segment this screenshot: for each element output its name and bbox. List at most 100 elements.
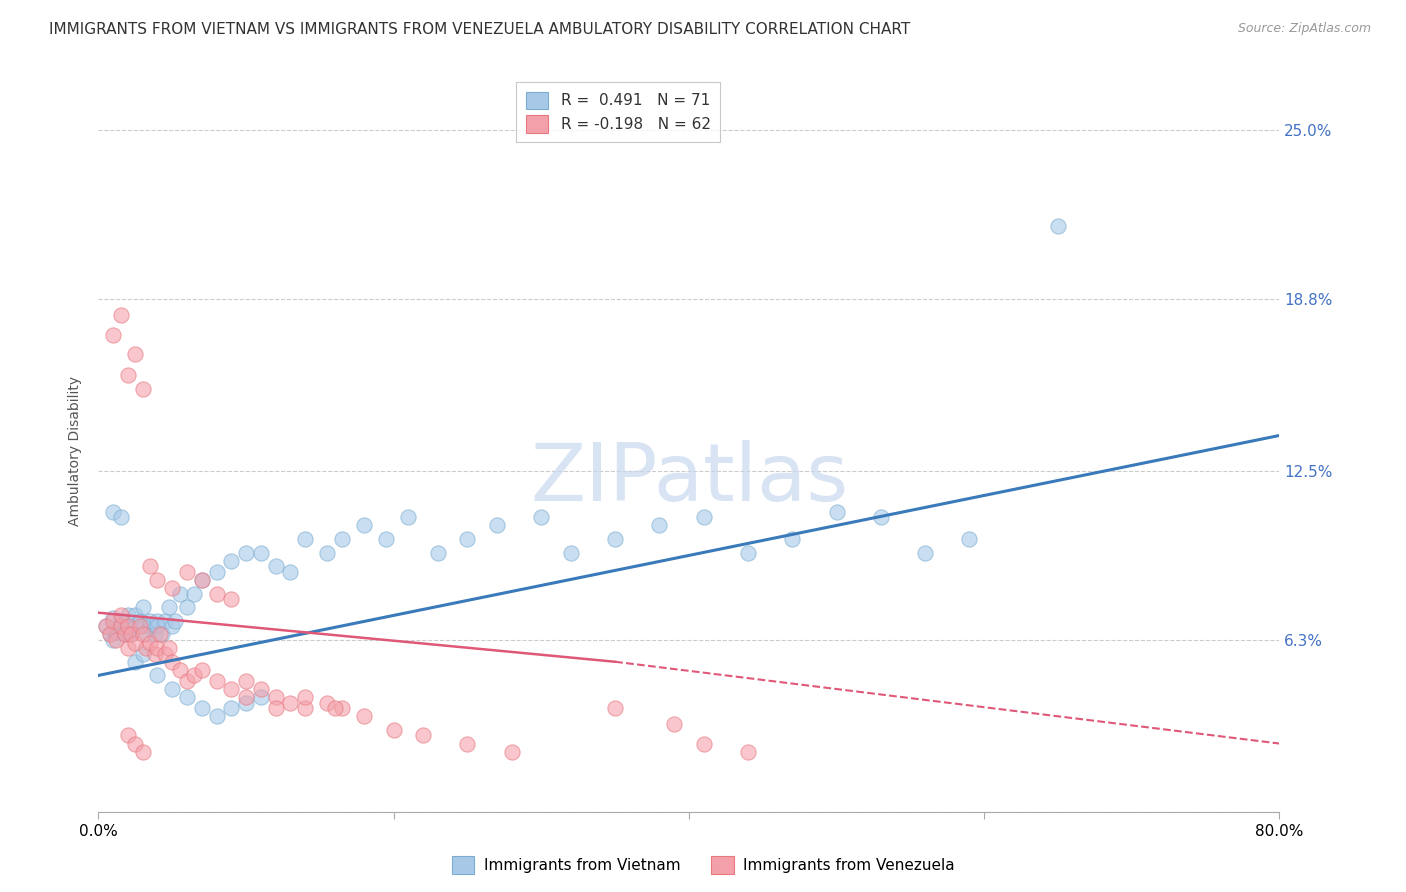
Point [146,668,169,682]
Point [117,619,139,633]
Point [250,690,273,705]
Point [205,586,228,600]
Point [294,532,316,546]
Point [132,600,155,615]
Point [191,573,214,587]
Point [105,624,128,639]
Point [110,614,132,628]
Point [135,641,157,656]
Point [128,619,150,633]
Point [330,701,353,715]
Point [124,619,146,633]
Point [105,632,128,647]
Point [205,565,228,579]
Point [457,737,479,751]
Point [132,619,155,633]
Text: ZIPatlas: ZIPatlas [530,441,848,518]
Point [176,690,198,705]
Point [146,619,169,633]
Point [316,546,339,560]
Point [162,619,183,633]
Point [191,663,214,677]
Point [176,565,198,579]
Point [316,696,339,710]
Point [162,581,183,595]
Point [737,546,759,560]
Point [103,614,125,628]
Y-axis label: Ambulatory Disability: Ambulatory Disability [69,376,83,525]
Point [139,614,162,628]
Point [235,673,257,688]
Point [235,546,257,560]
Point [149,627,172,641]
Point [110,309,132,323]
Point [139,635,162,649]
Point [124,635,146,649]
Point [294,701,316,715]
Point [235,696,257,710]
Point [235,690,257,705]
Point [870,510,893,524]
Point [146,614,169,628]
Point [825,505,848,519]
Point [165,614,187,628]
Point [648,518,671,533]
Point [176,673,198,688]
Point [486,518,509,533]
Point [94,619,117,633]
Point [117,641,139,656]
Text: IMMIGRANTS FROM VIETNAM VS IMMIGRANTS FROM VENEZUELA AMBULATORY DISABILITY CORRE: IMMIGRANTS FROM VIETNAM VS IMMIGRANTS FR… [49,22,911,37]
Point [782,532,804,546]
Point [117,627,139,641]
Point [294,690,316,705]
Point [120,627,142,641]
Point [146,641,169,656]
Point [110,619,132,633]
Point [103,505,125,519]
Point [94,619,117,633]
Point [427,546,450,560]
Point [157,641,180,656]
Point [382,723,405,737]
Point [353,709,375,723]
Point [135,627,157,641]
Legend: R =  0.491   N = 71, R = -0.198   N = 62: R = 0.491 N = 71, R = -0.198 N = 62 [516,82,720,142]
Point [143,627,166,641]
Point [605,532,627,546]
Point [560,546,582,560]
Point [153,647,176,661]
Point [221,681,243,696]
Point [221,701,243,715]
Point [103,632,125,647]
Point [124,737,146,751]
Point [162,655,183,669]
Point [664,717,686,731]
Point [117,619,139,633]
Point [132,627,155,641]
Point [959,532,981,546]
Point [205,673,228,688]
Point [117,728,139,742]
Point [98,627,121,641]
Point [114,627,136,641]
Point [114,627,136,641]
Point [132,382,155,396]
Point [737,745,759,759]
Point [605,701,627,715]
Point [191,701,214,715]
Point [693,510,716,524]
Point [264,690,287,705]
Point [103,611,125,625]
Point [117,368,139,383]
Point [98,627,121,641]
Point [103,327,125,342]
Point [530,510,553,524]
Point [110,510,132,524]
Point [169,586,191,600]
Point [143,647,166,661]
Point [176,600,198,615]
Point [375,532,398,546]
Point [264,701,287,715]
Point [280,696,302,710]
Point [457,532,479,546]
